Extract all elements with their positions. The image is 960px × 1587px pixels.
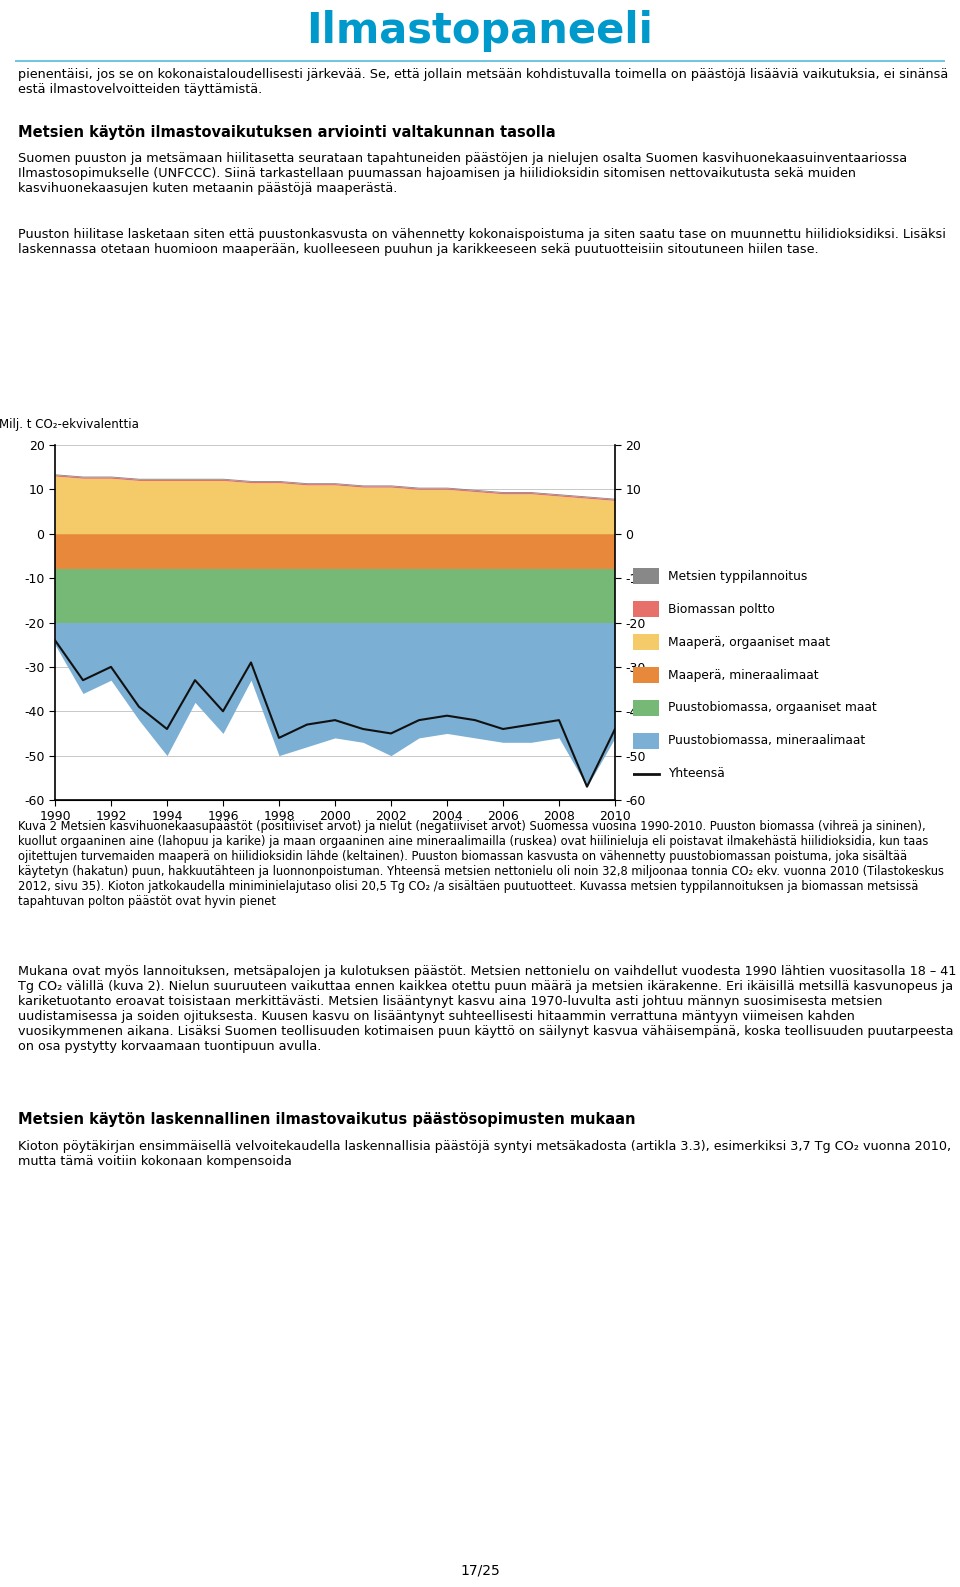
Bar bbox=[633, 568, 660, 584]
Text: Milj. t CO₂-ekvivalenttia: Milj. t CO₂-ekvivalenttia bbox=[0, 417, 139, 430]
Bar bbox=[633, 700, 660, 716]
Text: Kuva 2 Metsien kasvihuonekaasupäästöt (positiiviset arvot) ja nielut (negatiivis: Kuva 2 Metsien kasvihuonekaasupäästöt (p… bbox=[18, 820, 944, 908]
Text: Maaperä, orgaaniset maat: Maaperä, orgaaniset maat bbox=[668, 636, 830, 649]
Text: Puustobiomassa, mineraalimaat: Puustobiomassa, mineraalimaat bbox=[668, 735, 865, 747]
Bar bbox=[633, 635, 660, 651]
Text: Puustobiomassa, orgaaniset maat: Puustobiomassa, orgaaniset maat bbox=[668, 701, 876, 714]
Text: Kioton pöytäkirjan ensimmäisellä velvoitekaudella laskennallisia päästöjä syntyi: Kioton pöytäkirjan ensimmäisellä velvoit… bbox=[18, 1139, 951, 1168]
Text: Biomassan poltto: Biomassan poltto bbox=[668, 603, 775, 616]
Text: 17/25: 17/25 bbox=[460, 1563, 500, 1577]
Text: Yhteensä: Yhteensä bbox=[668, 767, 725, 781]
Text: pienentäisi, jos se on kokonaistaloudellisesti järkevää. Se, että jollain metsää: pienentäisi, jos se on kokonaistaloudell… bbox=[18, 68, 948, 95]
Bar bbox=[633, 733, 660, 749]
Text: Mukana ovat myös lannoituksen, metsäpalojen ja kulotuksen päästöt. Metsien netto: Mukana ovat myös lannoituksen, metsäpalo… bbox=[18, 965, 956, 1054]
Text: Ilmastopaneeli: Ilmastopaneeli bbox=[306, 10, 654, 52]
Bar bbox=[633, 667, 660, 682]
Text: Maaperä, mineraalimaat: Maaperä, mineraalimaat bbox=[668, 668, 819, 681]
Text: Suomen puuston ja metsämaan hiilitasetta seurataan tapahtuneiden päästöjen ja ni: Suomen puuston ja metsämaan hiilitasetta… bbox=[18, 152, 907, 195]
Text: Metsien käytön ilmastovaikutuksen arviointi valtakunnan tasolla: Metsien käytön ilmastovaikutuksen arvioi… bbox=[18, 125, 556, 140]
Text: Puuston hiilitase lasketaan siten että puustonkasvusta on vähennetty kokonaispoi: Puuston hiilitase lasketaan siten että p… bbox=[18, 229, 946, 256]
Text: Metsien typpilannoitus: Metsien typpilannoitus bbox=[668, 570, 807, 582]
Text: Metsien käytön laskennallinen ilmastovaikutus päästösopimusten mukaan: Metsien käytön laskennallinen ilmastovai… bbox=[18, 1112, 636, 1127]
Bar bbox=[633, 601, 660, 617]
